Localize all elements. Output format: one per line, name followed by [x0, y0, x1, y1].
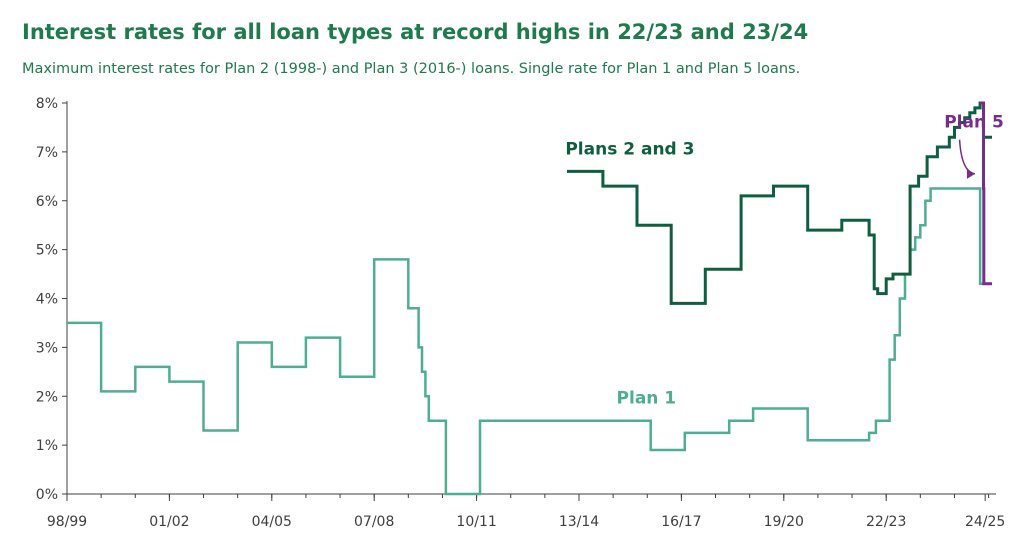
y-tick-label: 0%	[36, 487, 58, 503]
y-tick-label: 6%	[36, 194, 58, 210]
y-tick-label: 2%	[36, 389, 58, 405]
x-tick-label: 01/02	[149, 514, 189, 530]
x-tick-label: 13/14	[559, 514, 599, 530]
x-tick-label: 10/11	[456, 514, 496, 530]
series-label-plan5: Plan 5	[944, 112, 1004, 132]
x-tick-label: 19/20	[764, 514, 804, 530]
x-tick-label: 16/17	[661, 514, 701, 530]
y-tick-label: 8%	[36, 96, 58, 112]
x-tick-label: 24/25	[965, 514, 1005, 530]
x-tick-label: 98/99	[47, 514, 87, 530]
y-tick-label: 5%	[36, 243, 58, 259]
series-label-plan1: Plan 1	[617, 389, 677, 409]
annotation-arrow	[958, 139, 976, 175]
series-layer	[67, 101, 992, 496]
label-layer: Plans 2 and 3 Plan 1 Plan 5	[565, 112, 1003, 408]
annotation-arrowhead	[966, 168, 975, 179]
chart-subtitle: Maximum interest rates for Plan 2 (1998-…	[22, 61, 801, 77]
x-tick-label: 22/23	[866, 514, 906, 530]
series-line-plan5-drop	[980, 101, 992, 286]
chart-axes: 0% 1% 2% 3% 4% 5% 6% 7% 8% 98/99 01/02 04/05 07/08 10…	[36, 96, 1006, 530]
y-tick-label: 1%	[36, 438, 58, 454]
y-tick-label: 4%	[36, 292, 58, 308]
y-tick-label: 7%	[36, 145, 58, 161]
x-tick-label: 04/05	[252, 514, 292, 530]
series-line-plan1	[67, 187, 992, 496]
chart-title: Interest rates for all loan types at rec…	[22, 20, 809, 44]
series-line-plan23	[567, 101, 992, 305]
x-tick-label: 07/08	[354, 514, 394, 530]
y-tick-label: 3%	[36, 340, 58, 356]
series-label-plan23: Plans 2 and 3	[565, 139, 694, 159]
